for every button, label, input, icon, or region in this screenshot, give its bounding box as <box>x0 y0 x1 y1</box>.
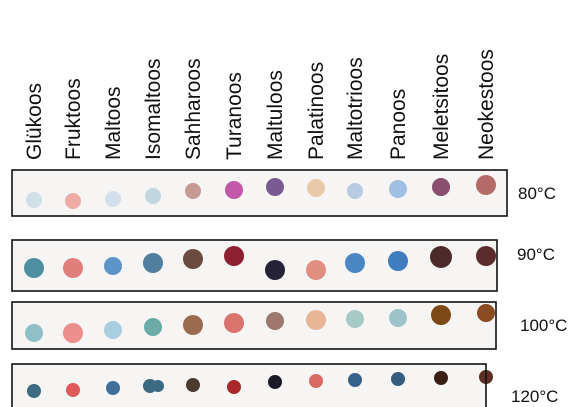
column-label-isomaltoos: Isomaltoos <box>142 58 165 160</box>
spot-meletsitoos <box>432 178 450 196</box>
temperature-label: 90°C <box>517 245 555 264</box>
strip-frame <box>11 363 487 407</box>
spot-sahharoos <box>185 183 201 199</box>
column-label-maltotrioos: Maltotrioos <box>344 57 367 160</box>
spot-sahharoos <box>183 315 203 335</box>
spot-panoos <box>388 251 408 271</box>
spot-maltotrioos <box>347 183 363 199</box>
spot-fruktoos <box>63 258 83 278</box>
spot-turanoos <box>227 380 241 394</box>
spot-maltotrioos <box>345 253 365 273</box>
tlc-strips: 80°C 90°C 100°C 120°C <box>11 169 567 407</box>
spot-panoos <box>391 372 405 386</box>
strip-1: 80°C <box>11 169 556 217</box>
spot-palatinoos <box>306 260 326 280</box>
spot-glukoos <box>27 384 41 398</box>
spot-maltotrioos <box>348 373 362 387</box>
strip-frame <box>11 169 508 217</box>
spot-maltoos <box>104 257 122 275</box>
strip-paper <box>12 364 486 407</box>
column-label-sahharoos: Sahharoos <box>182 58 205 160</box>
spot-isomaltoos <box>143 253 163 273</box>
strip-2: 90°C <box>11 239 555 292</box>
temperature-label: 100°C <box>520 316 567 335</box>
strip-4: 120°C <box>11 363 558 407</box>
column-label-maltoos: Maltoos <box>102 86 125 160</box>
spot-isomaltoos-second <box>152 380 164 392</box>
spot-maltotrioos <box>346 310 364 328</box>
spot-sahharoos <box>183 249 203 269</box>
spot-turanoos <box>224 246 244 266</box>
spot-maltuloos <box>268 375 282 389</box>
spot-glukoos <box>25 324 43 342</box>
strip-paper <box>12 240 497 291</box>
spot-turanoos <box>224 313 244 333</box>
spot-maltuloos <box>265 260 285 280</box>
spot-turanoos <box>225 181 243 199</box>
column-label-glukoos: Glükoos <box>23 83 46 160</box>
spot-meletsitoos <box>434 371 448 385</box>
temperature-label: 80°C <box>518 184 556 203</box>
column-label-turanoos: Turanoos <box>223 72 246 160</box>
column-label-fruktoos: Fruktoos <box>62 78 85 160</box>
spot-palatinoos <box>306 310 326 330</box>
spot-glukoos <box>26 192 42 208</box>
temperature-label: 120°C <box>511 387 558 406</box>
column-label-palatinoos: Palatinoos <box>305 62 328 160</box>
spot-neokestoos <box>476 246 496 266</box>
strip-paper <box>12 170 507 216</box>
spot-fruktoos <box>65 193 81 209</box>
spot-maltoos <box>104 321 122 339</box>
column-label-panoos: Panoos <box>387 89 410 160</box>
strip-paper <box>12 302 496 349</box>
sugar-column-labels: Glükoos Fruktoos Maltoos Isomaltoos Sahharoo… <box>23 49 498 160</box>
spot-sahharoos <box>186 378 200 392</box>
strip-3: 100°C <box>11 301 567 350</box>
spot-glukoos <box>24 258 44 278</box>
column-label-neokestoos: Neokestoos <box>475 49 498 160</box>
column-label-meletsitoos: Meletsitoos <box>430 54 453 160</box>
spot-panoos <box>389 180 407 198</box>
spot-meletsitoos <box>431 305 451 325</box>
spot-neokestoos <box>476 175 496 195</box>
spot-meletsitoos <box>430 246 452 268</box>
spot-palatinoos <box>309 374 323 388</box>
spot-isomaltoos <box>145 188 161 204</box>
spot-panoos <box>389 309 407 327</box>
spot-isomaltoos <box>144 318 162 336</box>
spot-palatinoos <box>307 179 325 197</box>
spot-neokestoos <box>477 304 495 322</box>
column-label-maltuloos: Maltuloos <box>264 70 287 160</box>
spot-maltoos <box>106 381 120 395</box>
spot-maltoos <box>105 191 121 207</box>
spot-maltuloos <box>266 312 284 330</box>
strip-frame <box>11 301 497 350</box>
spot-fruktoos <box>66 383 80 397</box>
spot-maltuloos <box>266 178 284 196</box>
spot-fruktoos <box>63 323 83 343</box>
strip-frame <box>11 239 498 292</box>
